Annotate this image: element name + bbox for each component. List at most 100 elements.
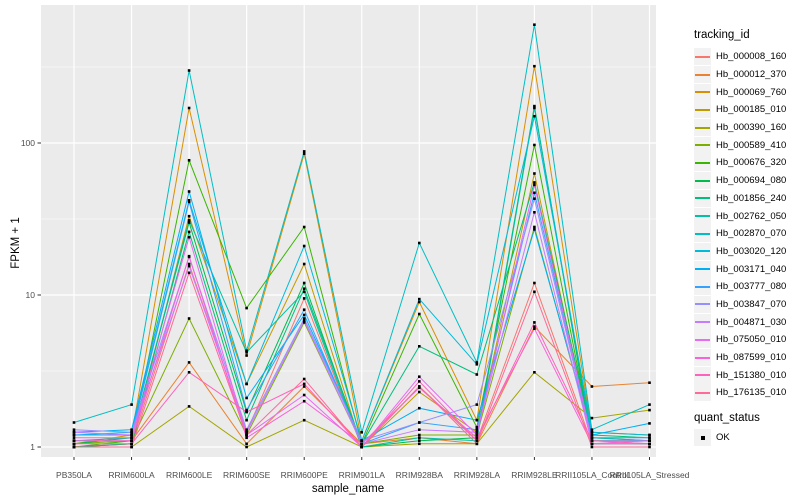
data-point <box>187 106 191 110</box>
legend-item-ok: OK <box>694 429 798 447</box>
data-point <box>533 327 536 330</box>
data-point <box>187 159 191 162</box>
data-point <box>648 439 651 442</box>
data-point <box>72 421 76 424</box>
x-tick-label: RRIM600SE <box>223 470 271 480</box>
y-tick-label: 1 <box>30 442 35 452</box>
data-point <box>302 385 306 388</box>
legend-item-label: Hb_003777_080 <box>716 281 787 293</box>
data-point <box>302 150 306 153</box>
data-point <box>648 445 651 449</box>
data-point <box>187 230 191 234</box>
data-point <box>648 403 651 406</box>
data-point <box>187 405 191 408</box>
data-point <box>245 418 248 422</box>
data-point <box>533 290 536 294</box>
data-point <box>130 442 133 446</box>
legend-item-label: OK <box>716 432 730 444</box>
data-point <box>590 439 594 442</box>
data-point <box>533 197 536 200</box>
data-point <box>187 190 191 193</box>
data-point <box>187 264 191 268</box>
data-point <box>245 351 248 354</box>
data-point <box>130 445 133 449</box>
data-point <box>130 439 133 442</box>
legend-item: Hb_151380_010 <box>694 366 798 384</box>
data-point <box>302 225 306 229</box>
legend-item: Hb_000069_760 <box>694 83 798 101</box>
data-point <box>130 433 133 437</box>
legend-item: Hb_000185_010 <box>694 101 798 119</box>
data-point <box>302 281 306 285</box>
data-point <box>72 442 76 446</box>
legend-item-label: Hb_000676_320 <box>716 157 787 169</box>
data-point <box>533 106 536 110</box>
data-point <box>475 431 479 434</box>
legend-item: Hb_001856_240 <box>694 189 798 208</box>
data-point <box>245 382 248 386</box>
data-point <box>418 428 421 431</box>
data-points <box>72 23 651 449</box>
data-point <box>302 244 306 248</box>
y-tick-label: 10 <box>26 290 36 300</box>
data-point <box>130 403 133 406</box>
y-tick-label: 100 <box>21 138 35 148</box>
legend-item-label: Hb_000012_370 <box>716 69 787 81</box>
data-point <box>590 416 594 420</box>
data-point <box>302 393 306 397</box>
data-point <box>302 262 306 266</box>
data-point <box>360 442 363 446</box>
legend-item-label: Hb_000390_160 <box>716 122 787 134</box>
legend-item-label: Hb_000185_010 <box>716 104 787 116</box>
data-point <box>533 325 536 328</box>
data-point <box>418 385 421 388</box>
data-point <box>418 297 421 301</box>
data-point <box>245 306 248 310</box>
data-point <box>72 433 76 437</box>
x-tick-label: PB350LA <box>56 470 92 480</box>
data-point <box>533 211 536 214</box>
x-axis: PB350LA RRIM600LA RRIM600LE RRIM600SE RRIM60… <box>56 457 690 480</box>
legend-item-label: Hb_151380_010 <box>716 369 787 381</box>
legend-item-label: Hb_087599_010 <box>716 352 787 364</box>
legend-item: Hb_004871_030 <box>694 313 798 331</box>
data-point <box>245 396 248 400</box>
data-point <box>72 445 76 449</box>
data-point <box>302 308 306 311</box>
data-point <box>302 319 306 322</box>
legend-item-label: Hb_003020_120 <box>716 245 787 257</box>
data-point <box>533 225 536 229</box>
data-point <box>187 361 191 364</box>
data-point <box>418 436 421 440</box>
legend-key-swatch-icon <box>694 366 711 384</box>
data-point <box>475 363 479 366</box>
data-point <box>302 418 306 422</box>
data-point <box>475 425 479 429</box>
legend-item: Hb_003171_040 <box>694 260 798 278</box>
legend-key-swatch-icon <box>694 83 711 101</box>
data-point <box>302 321 306 324</box>
data-point <box>533 181 536 184</box>
data-point <box>475 442 479 446</box>
data-point <box>302 377 306 381</box>
data-point <box>418 421 421 424</box>
x-tick-label: RRIM600LE <box>166 470 213 480</box>
data-point <box>590 445 594 449</box>
data-point <box>245 442 248 446</box>
data-point <box>245 433 248 437</box>
data-point <box>302 297 306 300</box>
legend-key-swatch-icon <box>694 313 711 331</box>
legend-key-swatch-icon <box>694 384 711 402</box>
data-point <box>245 431 248 434</box>
legend: tracking_id Hb_000008_160 Hb_000012_370 … <box>694 29 798 447</box>
data-point <box>302 382 306 386</box>
data-point <box>590 442 594 446</box>
data-point <box>302 290 306 294</box>
data-point <box>187 214 191 218</box>
data-point <box>130 428 133 431</box>
data-point <box>418 241 421 245</box>
data-point <box>245 349 248 352</box>
legend-item-label: Hb_002870_070 <box>716 228 787 240</box>
data-point <box>418 375 421 378</box>
